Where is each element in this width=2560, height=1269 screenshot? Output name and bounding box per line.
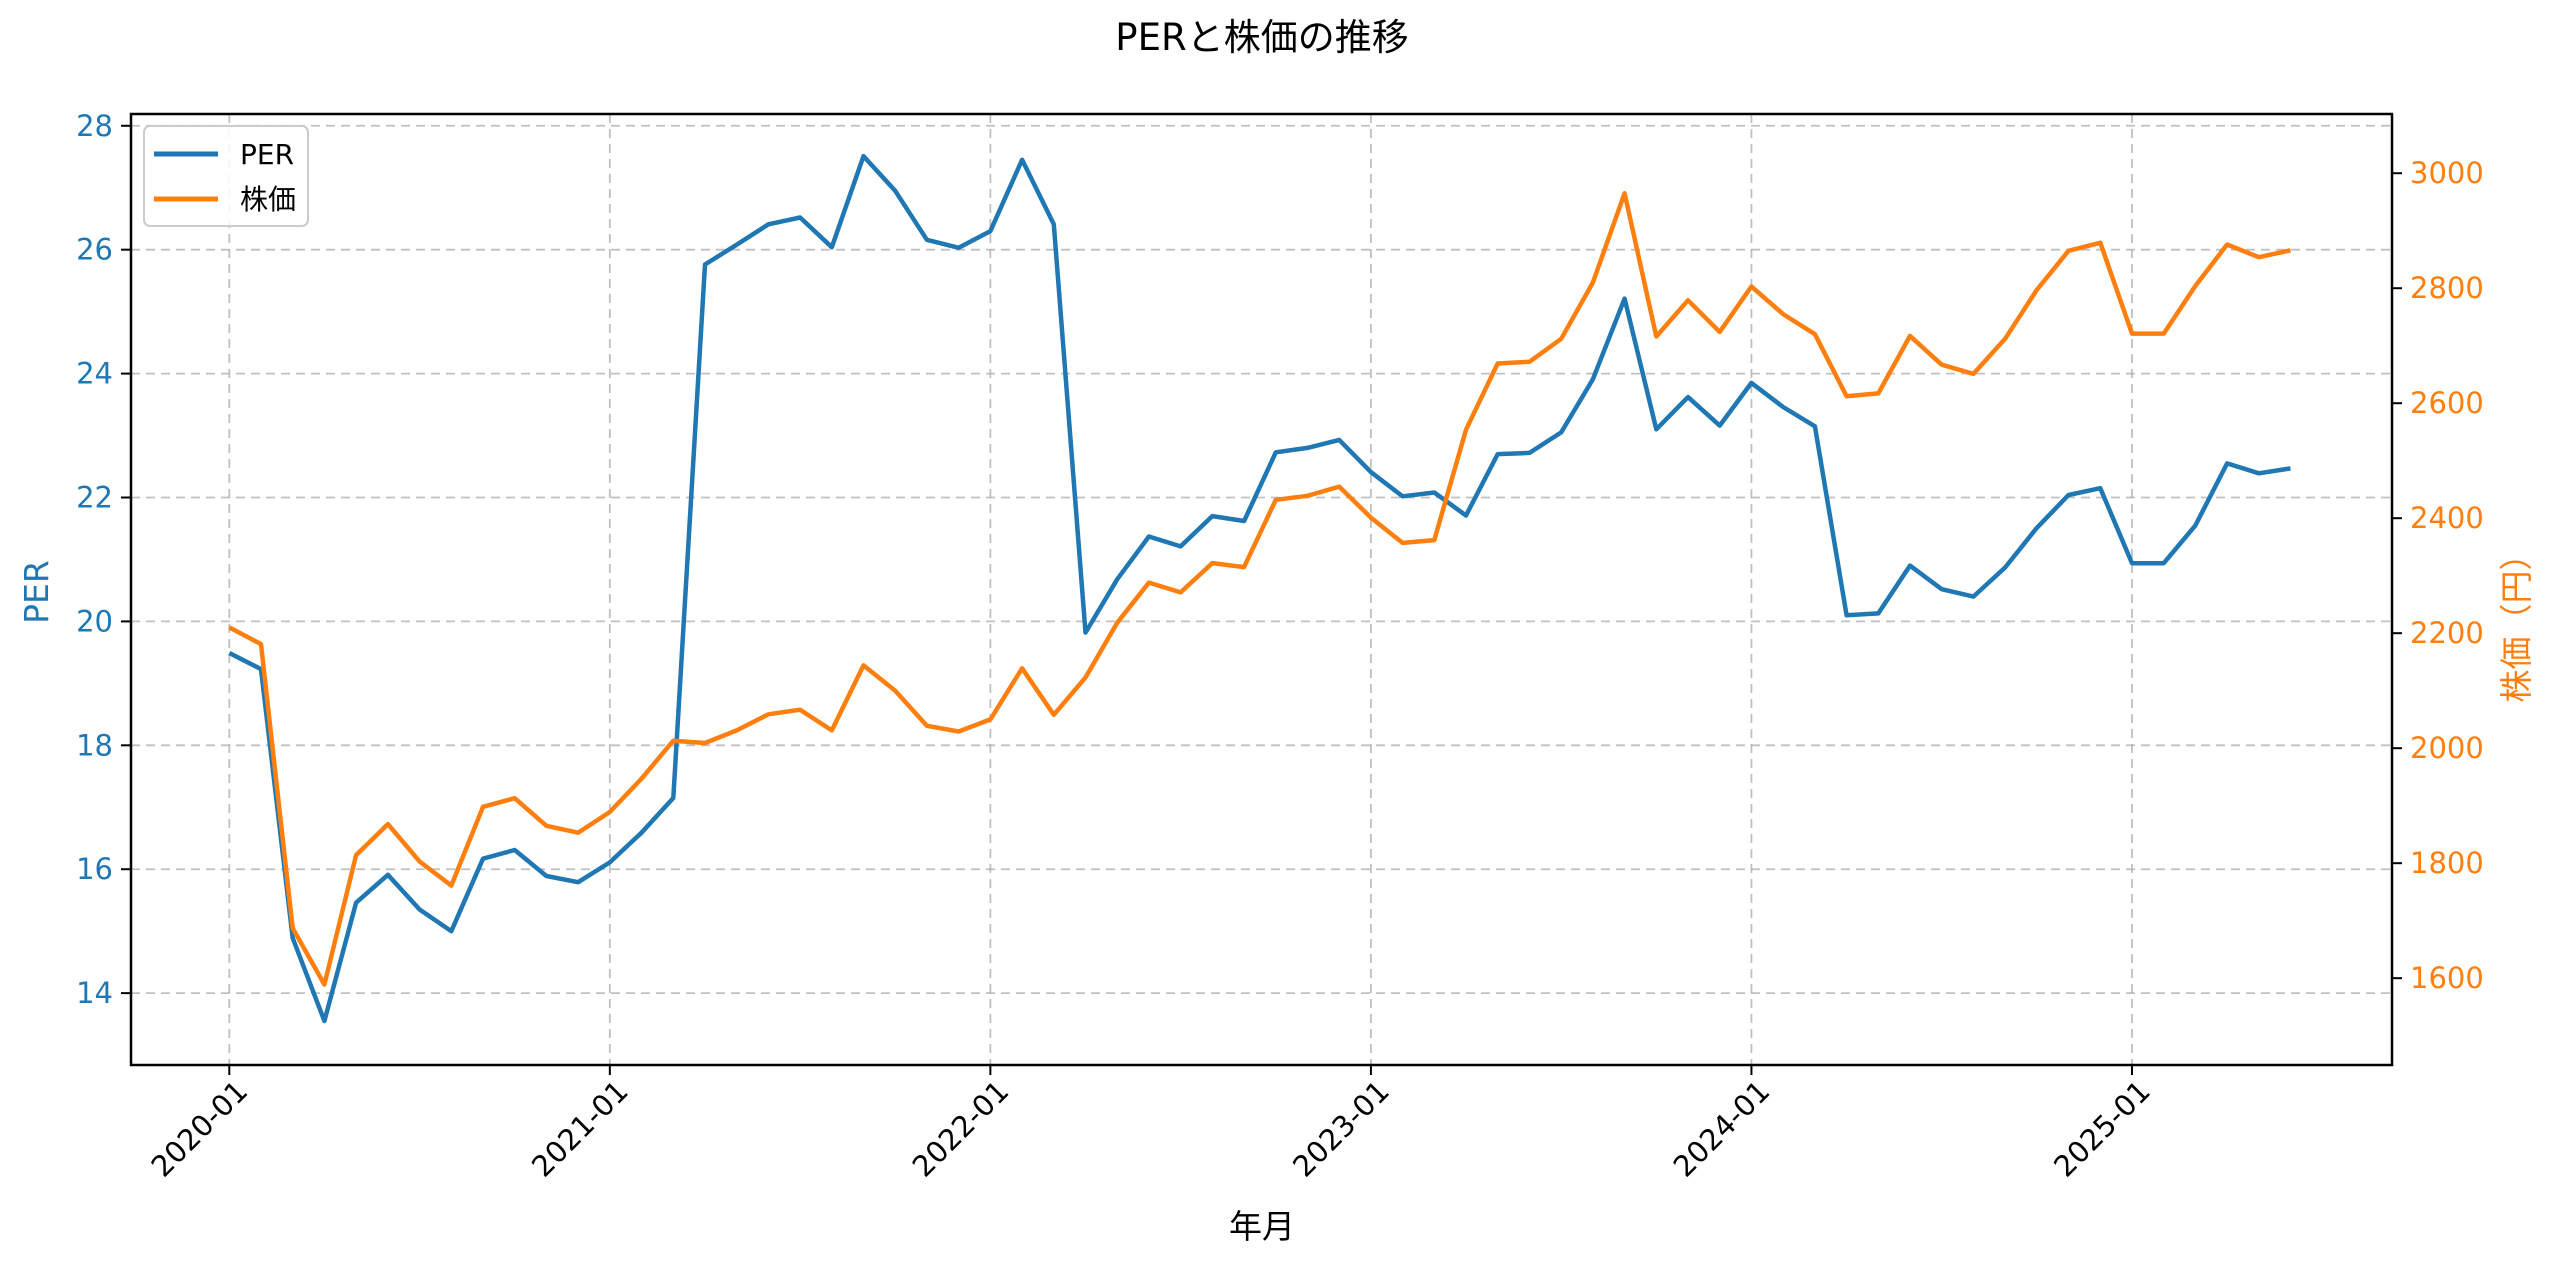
right-tick-label: 1600 xyxy=(2410,961,2484,995)
legend-label-price: 株価 xyxy=(240,183,296,216)
left-tick-label: 28 xyxy=(76,109,113,143)
x-tick-label: 2020-01 xyxy=(145,1074,255,1184)
per-line xyxy=(228,153,2291,1024)
right-tick-label: 2600 xyxy=(2410,386,2484,420)
chart-title: PERと株価の推移 xyxy=(1115,16,1408,59)
grid xyxy=(131,114,2392,1065)
price-line xyxy=(228,191,2291,987)
x-tick-label: 2025-01 xyxy=(2047,1074,2157,1184)
left-tick-label: 26 xyxy=(76,233,113,267)
left-tick-label: 14 xyxy=(76,976,113,1010)
x-axis-label: 年月 xyxy=(1229,1207,1295,1246)
x-axis: 2020-01 2021-01 2022-01 2023-01 2024-01 2025-… xyxy=(145,1065,2157,1184)
left-tick-label: 24 xyxy=(76,357,113,391)
x-tick-label: 2024-01 xyxy=(1667,1074,1777,1184)
x-tick-label: 2022-01 xyxy=(906,1074,1016,1184)
legend: PER 株価 xyxy=(143,125,309,227)
x-tick-label: 2023-01 xyxy=(1286,1074,1396,1184)
left-y-axis: 14 16 18 20 22 24 26 28 xyxy=(76,109,131,1010)
right-tick-label: 2200 xyxy=(2410,616,2484,650)
right-tick-label: 2800 xyxy=(2410,271,2484,305)
left-tick-label: 22 xyxy=(76,480,113,514)
right-y-axis-label: 株価（円） xyxy=(2497,538,2536,703)
legend-label-per: PER xyxy=(240,138,294,171)
left-y-axis-label: PER xyxy=(17,560,56,624)
x-tick-label: 2021-01 xyxy=(525,1074,635,1184)
left-tick-label: 18 xyxy=(76,728,113,762)
right-tick-label: 3000 xyxy=(2410,156,2484,190)
right-tick-label: 1800 xyxy=(2410,846,2484,880)
left-tick-label: 16 xyxy=(76,852,113,886)
right-tick-label: 2000 xyxy=(2410,731,2484,765)
left-tick-label: 20 xyxy=(76,604,113,638)
right-y-axis: 1600 1800 2000 2200 2400 2600 2800 3000 xyxy=(2392,156,2484,995)
axes-frame xyxy=(129,112,2394,1067)
right-tick-label: 2400 xyxy=(2410,501,2484,535)
plot-area xyxy=(228,153,2291,1024)
